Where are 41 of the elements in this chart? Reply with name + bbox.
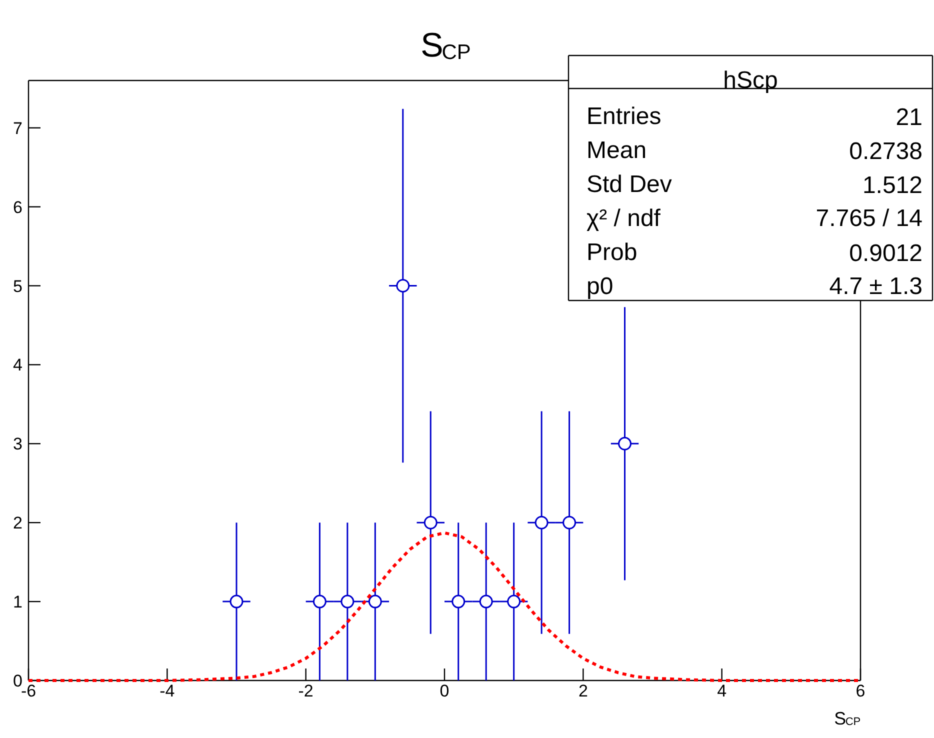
x-tick-label: 2 [578, 682, 588, 700]
point [424, 516, 438, 530]
point [618, 436, 632, 450]
point [534, 516, 548, 530]
point [340, 594, 354, 608]
point [312, 594, 326, 608]
point [507, 594, 521, 608]
y-tick-label: 7 [13, 118, 23, 138]
y-tick-label: 2 [13, 514, 23, 533]
x-tick-label: 0 [440, 682, 450, 700]
point [396, 279, 410, 292]
x-tick-label: -4 [160, 682, 175, 700]
y-tick-label: 3 [13, 434, 23, 454]
y-tick-label: 5 [13, 276, 23, 296]
annotation: 4.7 ± 1.3 [829, 273, 922, 300]
annotation: p0 [586, 273, 614, 300]
annotation: Mean [586, 137, 647, 164]
point [479, 594, 493, 608]
annotation: χ² / ndf [586, 205, 661, 232]
x-axis-title: SCP [834, 708, 861, 728]
x-tick-label: -2 [298, 682, 314, 700]
x-tick-label: 6 [856, 682, 866, 700]
y-tick-label: 4 [13, 356, 23, 375]
y-tick-label: 1 [13, 592, 23, 612]
x-tick-label: -6 [20, 682, 36, 700]
text: 1.512 [862, 172, 923, 199]
chart-title: SCP [420, 26, 471, 64]
annotation: Std Dev [586, 171, 672, 198]
point [452, 594, 466, 608]
text: 21 [896, 104, 923, 131]
x-tick-label: 4 [717, 682, 727, 700]
annotation: Entries [586, 103, 662, 130]
point [562, 516, 576, 530]
point [230, 594, 244, 608]
annotation: 0.9012 [849, 240, 922, 267]
annotation: 0.2738 [849, 138, 922, 165]
y-tick-label: 6 [13, 198, 23, 217]
annotation: hScp [723, 67, 778, 94]
annotation: Prob [586, 239, 638, 266]
point [368, 594, 382, 608]
annotation: 7.765 / 14 [816, 205, 923, 232]
